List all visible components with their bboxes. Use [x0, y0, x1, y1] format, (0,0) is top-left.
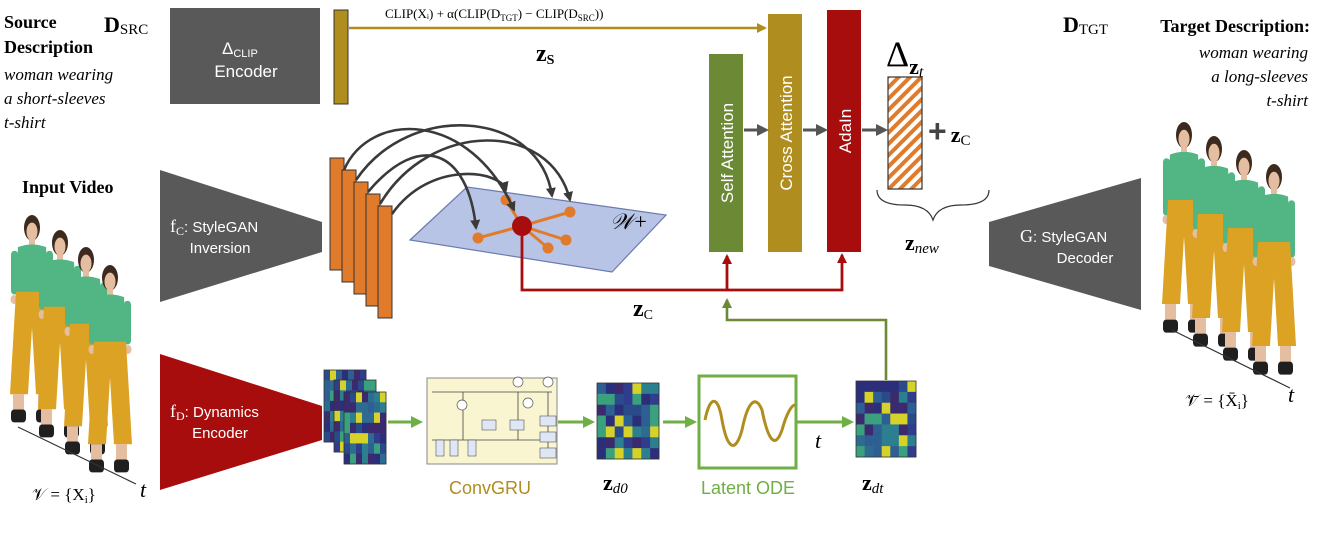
source-text-line3: t-shirt — [4, 113, 47, 132]
znew-brace — [876, 189, 990, 222]
input-video-frames — [10, 215, 132, 473]
input-video-label: Input Video — [22, 177, 114, 197]
g-decoder-line2: Decoder — [1057, 250, 1114, 267]
input-set-label: 𝒱 = {Xi} — [32, 485, 96, 506]
self-attention-label: Self Attention — [718, 103, 737, 203]
zs-label: zS — [536, 41, 555, 68]
output-t-label: t — [1288, 382, 1295, 407]
fd-encoder-line2: Encoder — [192, 425, 248, 442]
target-text-line3: t-shirt — [1266, 91, 1309, 110]
zdt-heatmap — [855, 380, 917, 458]
output-video-frames — [1162, 122, 1296, 375]
output-time-axis — [1171, 329, 1291, 389]
plus-zc-label: + zC — [928, 113, 970, 149]
output-set-label: 𝒱̄ = {X̄i} — [1185, 391, 1249, 412]
target-text-line2: a long-sleeves — [1211, 67, 1308, 86]
source-d-label: DSRC — [104, 12, 148, 38]
zc-latent-bars — [329, 157, 393, 319]
clip-feature-bar — [333, 9, 349, 105]
cross-attention-label: Cross Attention — [777, 75, 796, 190]
clip-formula: CLIP(Xᵢ) + α(CLIP(DTGT) − CLIP(DSRC)) — [385, 6, 603, 23]
input-t-label: t — [140, 477, 147, 502]
fc-encoder-line1: fC: StyleGAN — [170, 216, 258, 238]
zc-to-adain-line — [520, 236, 847, 292]
g-decoder-line1: G: StyleGAN — [1020, 226, 1107, 246]
zdt-to-self-attn-line — [722, 298, 888, 380]
g-decoder-block — [989, 178, 1141, 310]
convgru-cell-icon — [426, 376, 558, 465]
zc-label: zC — [633, 296, 653, 323]
cross-attention-block — [768, 14, 802, 252]
target-d-label: DTGT — [1063, 12, 1108, 38]
w-plus-label: 𝒲+ — [610, 209, 648, 234]
adain-block — [827, 10, 861, 252]
fc-encoder-block — [160, 170, 322, 302]
delta-zt-label: Δzt — [886, 34, 924, 81]
fd-encoder-block — [160, 354, 322, 490]
zd0-label: zd0 — [603, 470, 628, 497]
source-title-line2: Description — [4, 37, 93, 57]
fc-encoder-line2: Inversion — [190, 240, 251, 257]
source-title-line1: Source — [4, 12, 57, 32]
source-text-line2: a short-sleeves — [4, 89, 106, 108]
latent-center — [512, 216, 532, 236]
input-time-axis — [17, 426, 137, 485]
target-title: Target Description: — [1160, 16, 1310, 36]
znew-label: znew — [905, 230, 939, 257]
convgru-label: ConvGRU — [449, 478, 531, 498]
clip-encoder-delta: ΔCLIP — [222, 39, 258, 60]
fd-encoder-line1: fD: Dynamics — [170, 401, 259, 423]
inversion-arrows — [342, 124, 573, 230]
sine-wave-icon — [703, 399, 796, 447]
ode-t-label: t — [815, 428, 822, 453]
delta-zt-bar — [887, 76, 923, 190]
zd0-heatmap — [596, 382, 660, 460]
clip-encoder-label: Encoder — [214, 62, 278, 81]
dynamics-feature-maps — [323, 369, 387, 465]
clip-encoder-block — [170, 8, 320, 104]
latent-ode-label: Latent ODE — [701, 478, 795, 498]
source-text-line1: woman wearing — [4, 65, 113, 84]
target-text-line1: woman wearing — [1199, 43, 1308, 62]
latent-ode-box — [697, 374, 798, 470]
self-attention-block — [709, 54, 743, 252]
zdt-label: zdt — [862, 470, 884, 497]
adain-label: AdaIn — [836, 109, 855, 153]
